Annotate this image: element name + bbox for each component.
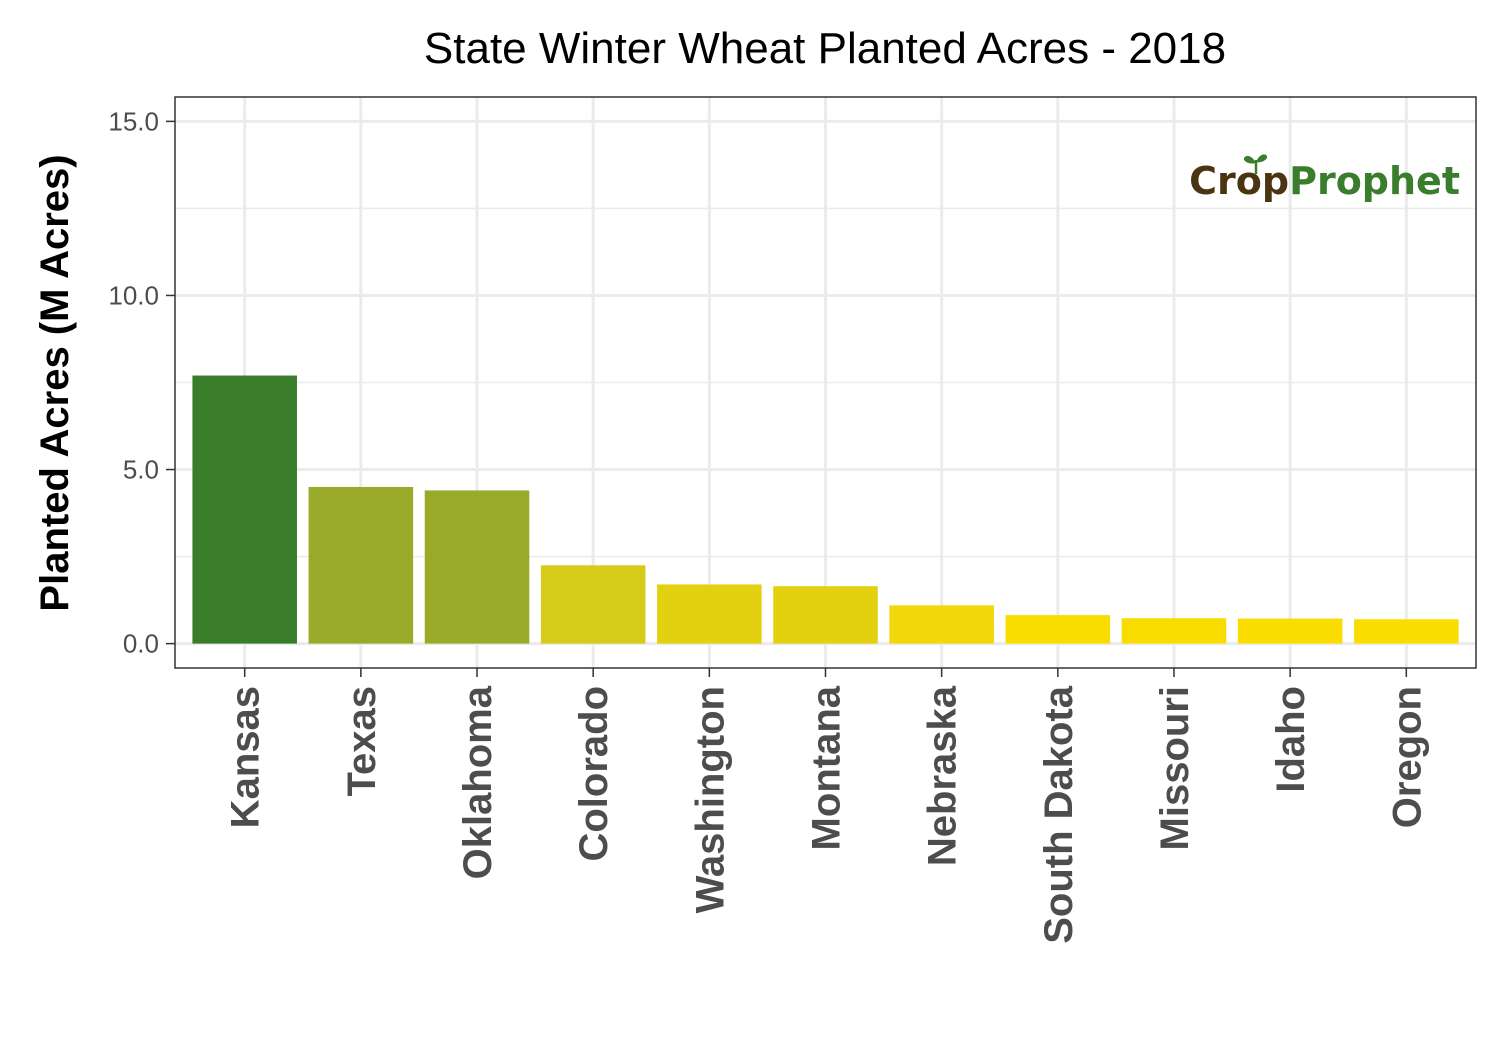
bar-oklahoma bbox=[424, 490, 530, 644]
x-tick-label: Nebraska bbox=[921, 685, 965, 866]
x-tick-label: Oregon bbox=[1385, 686, 1429, 828]
logo-text-prophet: Prophet bbox=[1289, 159, 1460, 203]
x-tick-label: Montana bbox=[805, 685, 849, 850]
x-tick-label: Washington bbox=[688, 686, 732, 913]
x-tick-label: Texas bbox=[340, 686, 384, 796]
bar-montana bbox=[773, 586, 878, 644]
y-tick-label: 10.0 bbox=[108, 280, 159, 310]
cropprophet-logo: CropProphet bbox=[1189, 154, 1460, 203]
y-tick-label: 15.0 bbox=[108, 106, 159, 136]
y-tick-label: 0.0 bbox=[123, 629, 159, 659]
axis-layer: 0.0 5.0 10.0 15.0 Kansas Texas Oklahoma Colorad… bbox=[108, 106, 1429, 943]
chart-title: State Winter Wheat Planted Acres - 2018 bbox=[424, 24, 1226, 73]
bar-oregon bbox=[1354, 619, 1459, 644]
bars-layer bbox=[192, 375, 1459, 644]
x-tick-label: Kansas bbox=[224, 686, 268, 828]
x-tick-label: Missouri bbox=[1153, 686, 1197, 850]
y-tick-label: 5.0 bbox=[123, 455, 159, 485]
bar-colorado bbox=[540, 565, 646, 644]
bar-nebraska bbox=[889, 605, 994, 644]
bar-idaho bbox=[1237, 618, 1343, 644]
sprout-icon bbox=[1243, 154, 1268, 174]
bar-washington bbox=[657, 584, 762, 644]
bar-missouri bbox=[1121, 618, 1227, 644]
x-tick-label: Colorado bbox=[572, 686, 616, 862]
bar-kansas bbox=[192, 375, 297, 644]
bar-south-dakota bbox=[1005, 615, 1111, 644]
grid-layer bbox=[175, 97, 1476, 668]
x-tick-label: South Dakota bbox=[1037, 685, 1081, 944]
logo-text-crop: Crop bbox=[1189, 159, 1289, 203]
y-axis-label: Planted Acres (M Acres) bbox=[33, 154, 77, 611]
x-tick-label: Idaho bbox=[1269, 686, 1313, 793]
x-tick-label: Oklahoma bbox=[456, 685, 500, 879]
svg-text:CropProphet: CropProphet bbox=[1189, 159, 1460, 203]
bar-texas bbox=[308, 486, 414, 644]
